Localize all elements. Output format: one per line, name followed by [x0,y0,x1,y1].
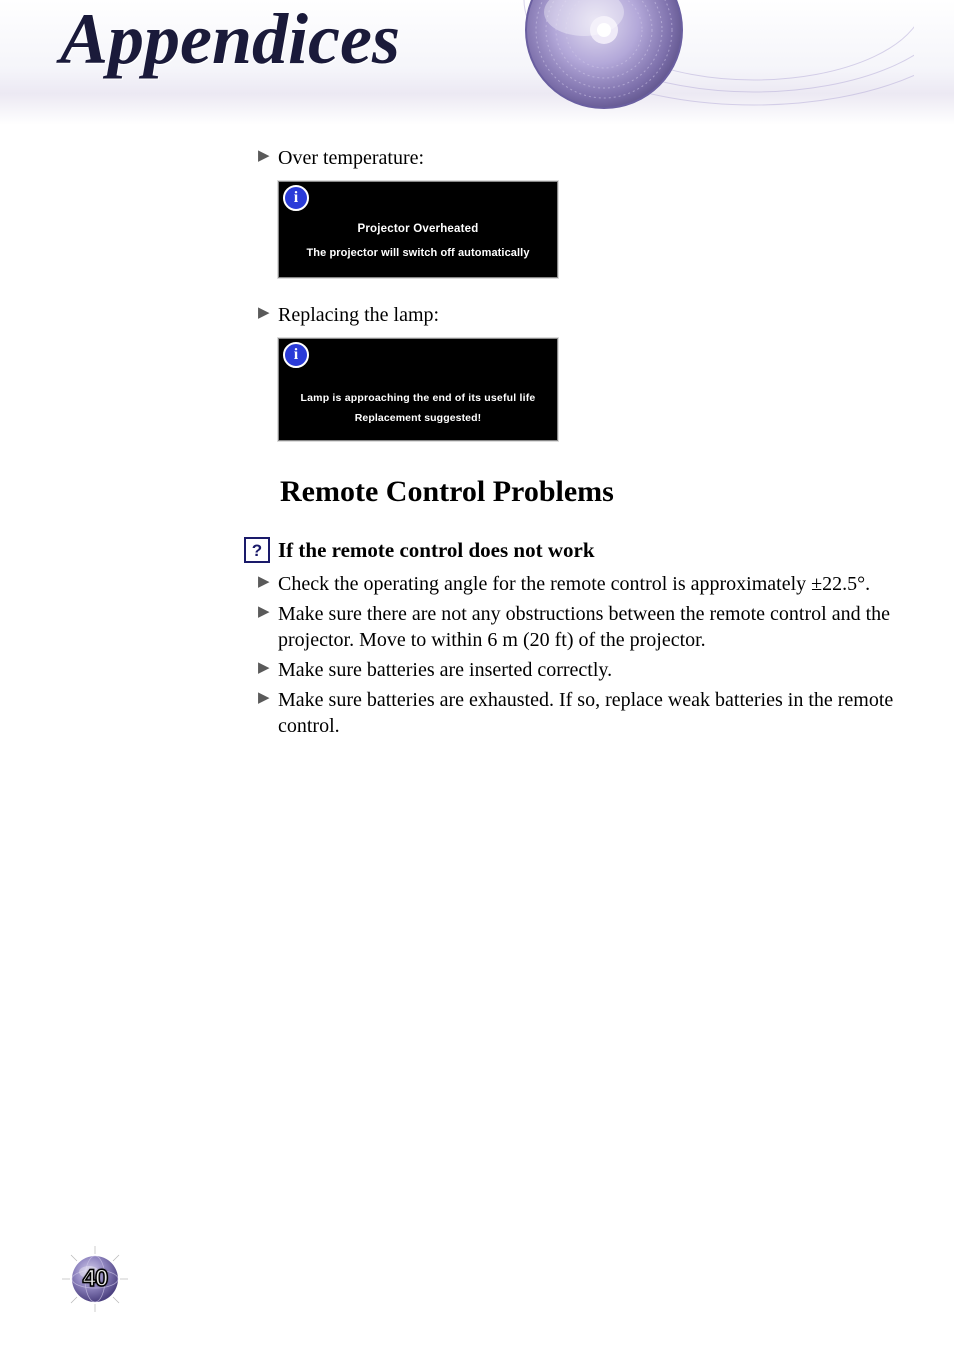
triangle-right-icon: ▶ [258,302,278,324]
bullet-replacing-lamp: ▶ Replacing the lamp: [258,302,908,328]
bullet-label: Make sure batteries are exhausted. If so… [278,687,908,739]
page-header: 1001 0100 1001 Appendices [0,0,954,125]
badge-globe-icon [60,1244,130,1314]
header-decoration: 1001 0100 1001 [394,0,914,140]
osd-overheated: i Projector Overheated The projector wil… [278,181,558,278]
bullet-label: Replacing the lamp: [278,302,908,328]
bullet-label: Make sure there are not any obstructions… [278,601,908,653]
triangle-right-icon: ▶ [258,687,278,709]
section-heading: Remote Control Problems [280,475,908,509]
osd-line2: Replacement suggested! [285,412,551,424]
page-content: ▶ Over temperature: i Projector Overheat… [258,145,908,743]
osd-lamp: i Lamp is approaching the end of its use… [278,338,558,441]
info-icon: i [283,185,309,211]
list-item: ▶ Make sure there are not any obstructio… [258,601,908,653]
bullet-over-temperature: ▶ Over temperature: [258,145,908,171]
question-icon: ? [244,537,270,563]
osd-body: Projector Overheated The projector will … [279,213,557,277]
osd-line1: Projector Overheated [285,223,551,235]
triangle-right-icon: ▶ [258,571,278,593]
osd-line1: Lamp is approaching the end of its usefu… [285,392,551,404]
bullet-label: Make sure batteries are inserted correct… [278,657,908,683]
osd-icon-bar: i [279,182,557,213]
triangle-right-icon: ▶ [258,145,278,167]
question-text: If the remote control does not work [278,538,595,563]
list-item: ▶ Make sure batteries are exhausted. If … [258,687,908,739]
bullet-label: Check the operating angle for the remote… [278,571,908,597]
bullet-label: Over temperature: [278,145,908,171]
triangle-right-icon: ▶ [258,657,278,679]
list-item: ▶ Make sure batteries are inserted corre… [258,657,908,683]
triangle-right-icon: ▶ [258,601,278,623]
question-line: ? If the remote control does not work [244,537,908,563]
list-item: ▶ Check the operating angle for the remo… [258,571,908,597]
osd-body: Lamp is approaching the end of its usefu… [279,370,557,440]
info-icon: i [283,342,309,368]
osd-icon-bar: i [279,339,557,370]
page-number: 40 [60,1244,130,1314]
osd-line2: The projector will switch off automatica… [285,247,551,259]
page-title: Appendices [60,0,400,81]
page-number-badge: 40 [60,1244,130,1314]
